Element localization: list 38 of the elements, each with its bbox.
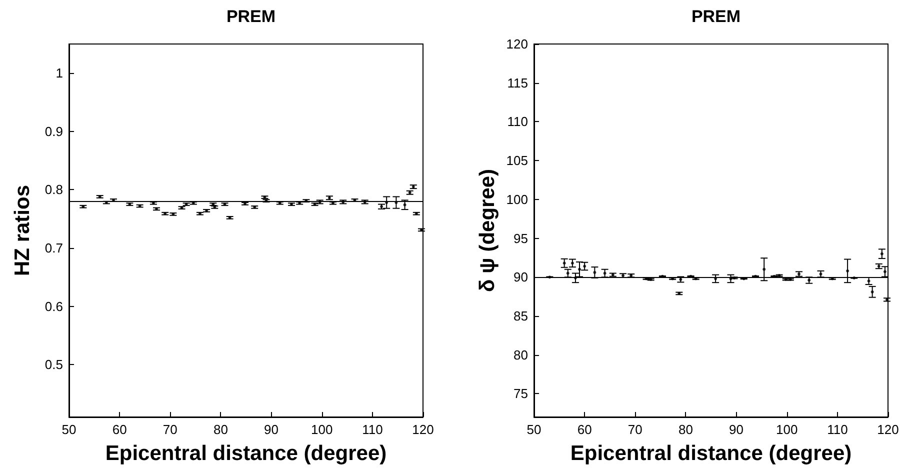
x-tick-label: 60 — [577, 422, 592, 437]
y-tick-label: 1 — [56, 66, 63, 81]
x-tick-label: 60 — [112, 422, 127, 437]
y-tick-label: 110 — [507, 114, 528, 130]
x-tick-label: 90 — [264, 422, 279, 437]
x-tick-label: 70 — [162, 422, 178, 437]
y-tick-label: 0.5 — [44, 357, 63, 372]
y-tick-label: 105 — [506, 153, 528, 168]
y-tick-label: 0.6 — [44, 298, 63, 314]
x-tick-label: 110 — [362, 422, 383, 437]
y-tick-label: 75 — [514, 386, 528, 402]
x-tick-label: 100 — [311, 422, 333, 437]
x-tick-label: 120 — [412, 422, 434, 437]
x-tick-label: 70 — [628, 422, 642, 437]
y-tick-label: 115 — [507, 75, 528, 90]
y-tick-label: 80 — [514, 347, 528, 362]
y-tick-label: 85 — [514, 308, 528, 324]
x-axis-title: Epicentral distance (degree) — [570, 442, 852, 465]
y-tick-label: 90 — [514, 270, 528, 285]
y-tick-label: 120 — [506, 36, 528, 52]
x-tick-label: 110 — [827, 422, 848, 437]
chart-title: PREM — [691, 7, 741, 26]
y-tick-label: 95 — [514, 230, 528, 246]
x-tick-label: 50 — [526, 422, 542, 437]
x-tick-label: 80 — [213, 422, 228, 437]
x-tick-label: 80 — [678, 422, 693, 437]
y-axis-title: δ ψ (degree) — [476, 168, 499, 292]
y-tick-label: 100 — [506, 192, 528, 207]
y-tick-label: 0.7 — [44, 240, 63, 256]
chart-title: PREM — [226, 7, 276, 26]
x-tick-label: 100 — [776, 422, 798, 437]
x-tick-label: 50 — [62, 422, 76, 437]
y-tick-label: 0.9 — [44, 124, 63, 139]
y-axis-title: HZ ratios — [11, 184, 34, 276]
x-axis-title: Epicentral distance (degree) — [105, 442, 387, 465]
x-tick-label: 120 — [877, 422, 899, 437]
y-tick-label: 0.8 — [44, 182, 63, 198]
x-tick-label: 90 — [729, 422, 744, 437]
